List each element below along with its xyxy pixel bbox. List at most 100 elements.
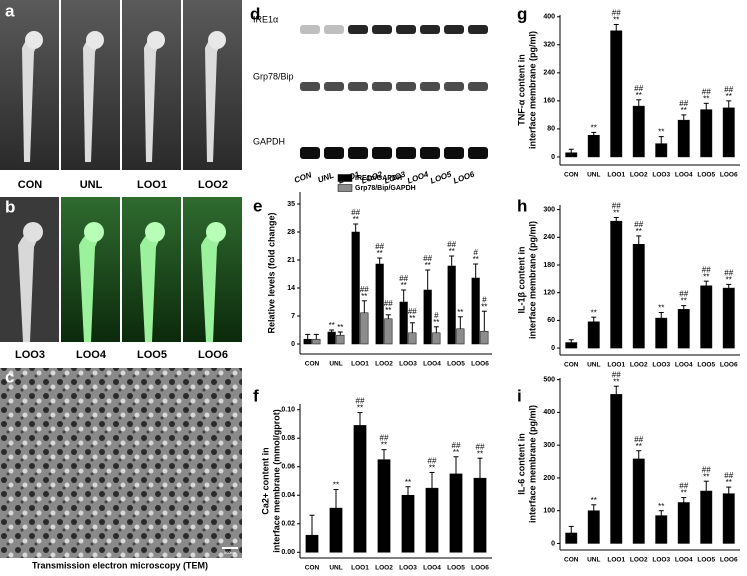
x-tick-label: LOO2 [375, 361, 393, 368]
legend-swatch [337, 174, 353, 182]
prosthesis [22, 35, 40, 162]
x-tick-label: CON [305, 361, 320, 368]
x-tick-label: LOO2 [375, 565, 393, 571]
x-tick-label: LOO3 [652, 172, 670, 179]
significance: ** [703, 94, 709, 103]
significance: ** [457, 308, 463, 317]
significance: ## [375, 242, 384, 251]
prosthesis [140, 230, 162, 342]
significance: ## [702, 87, 711, 96]
bar [655, 143, 668, 158]
significance: ** [591, 496, 597, 505]
bar [353, 425, 367, 553]
blot-band [300, 82, 320, 91]
significance: ** [681, 297, 687, 306]
y-axis-label: Ca2+ content in [260, 447, 270, 514]
prosthesis-head [84, 222, 104, 242]
x-tick-label: UNL [587, 362, 600, 369]
x-tick-label: LOO2 [630, 172, 648, 179]
y-tick-label: 120 [543, 290, 555, 297]
bar [655, 515, 668, 544]
x-tick-label: LOO6 [720, 557, 738, 564]
significance: ** [658, 304, 664, 313]
y-tick-label: 240 [543, 70, 555, 77]
significance: ** [385, 306, 391, 315]
significance: ## [447, 240, 456, 249]
bar [700, 490, 713, 544]
y-tick-label: 14 [287, 285, 295, 292]
significance: ** [477, 449, 483, 458]
y-axis-label: interface membrane (mmol/gprot) [271, 409, 281, 553]
significance: ** [401, 281, 407, 290]
blot-band [420, 147, 440, 159]
prosthesis [201, 230, 223, 342]
panel-letter: g [517, 4, 527, 23]
bar [375, 263, 384, 345]
bar [565, 532, 578, 544]
bar [473, 477, 487, 553]
y-axis-label: IL-6 content in [516, 433, 526, 495]
significance: ** [726, 478, 732, 487]
blot-band [420, 82, 440, 91]
significance: ## [476, 442, 485, 451]
blot-band [324, 25, 344, 34]
bar [432, 332, 441, 345]
blot-band [324, 82, 344, 91]
lane-label: CON [293, 170, 313, 185]
panel-letter: i [517, 386, 522, 405]
significance: ** [329, 321, 335, 330]
bar [632, 458, 645, 544]
image-label: LOO2 [198, 179, 228, 191]
legend-label: IRE1α/GAPDH [355, 175, 402, 182]
significance: ** [381, 441, 387, 450]
bar [722, 107, 735, 158]
y-axis-label: interface membrane (pg/ml) [527, 405, 537, 523]
bar [408, 332, 417, 345]
blot-row-label: IRE1α [253, 14, 278, 24]
y-tick-label: 35 [287, 201, 295, 208]
prosthesis-head [25, 31, 43, 49]
significance: ** [681, 489, 687, 498]
y-tick-label: 0.08 [281, 435, 295, 442]
significance: ** [613, 377, 619, 386]
x-tick-label: LOO5 [447, 361, 465, 368]
prosthesis-head [147, 31, 165, 49]
bar [722, 493, 735, 544]
significance: ## [679, 482, 688, 491]
x-tick-label: LOO3 [652, 362, 670, 369]
y-tick-label: 320 [543, 42, 555, 49]
y-tick-label: 28 [287, 229, 295, 236]
y-tick-label: 0 [551, 540, 555, 547]
blot-band [300, 147, 320, 159]
x-tick-label: UNL [587, 557, 600, 564]
x-tick-label: LOO1 [607, 362, 625, 369]
significance: # [434, 311, 439, 320]
significance: ## [702, 265, 711, 274]
bar [677, 309, 690, 349]
significance: ## [384, 299, 393, 308]
y-tick-label: 0 [551, 345, 555, 352]
x-tick-label: LOO1 [351, 565, 369, 571]
significance: ** [681, 106, 687, 115]
panel-letter: e [253, 196, 262, 215]
y-tick-label: 60 [547, 317, 555, 324]
bar [587, 321, 600, 349]
significance: ## [399, 274, 408, 283]
x-tick-label: LOO2 [630, 362, 648, 369]
significance: # [473, 248, 478, 257]
blot-band [444, 82, 464, 91]
lane-label: LOO6 [452, 169, 476, 185]
bar [610, 30, 623, 158]
y-axis-label: interface membrane (pg/ml) [527, 221, 537, 339]
prosthesis [83, 35, 101, 162]
bar [312, 338, 321, 345]
y-tick-label: 0.00 [281, 549, 295, 556]
x-tick-label: LOO4 [675, 172, 693, 179]
y-tick-label: 0.06 [281, 464, 295, 471]
legend-swatch [337, 184, 353, 192]
y-tick-label: 180 [543, 262, 555, 269]
significance: ** [591, 124, 597, 133]
significance: ** [636, 91, 642, 100]
x-tick-label: LOO3 [399, 361, 417, 368]
lane-label: LOO4 [406, 169, 430, 185]
